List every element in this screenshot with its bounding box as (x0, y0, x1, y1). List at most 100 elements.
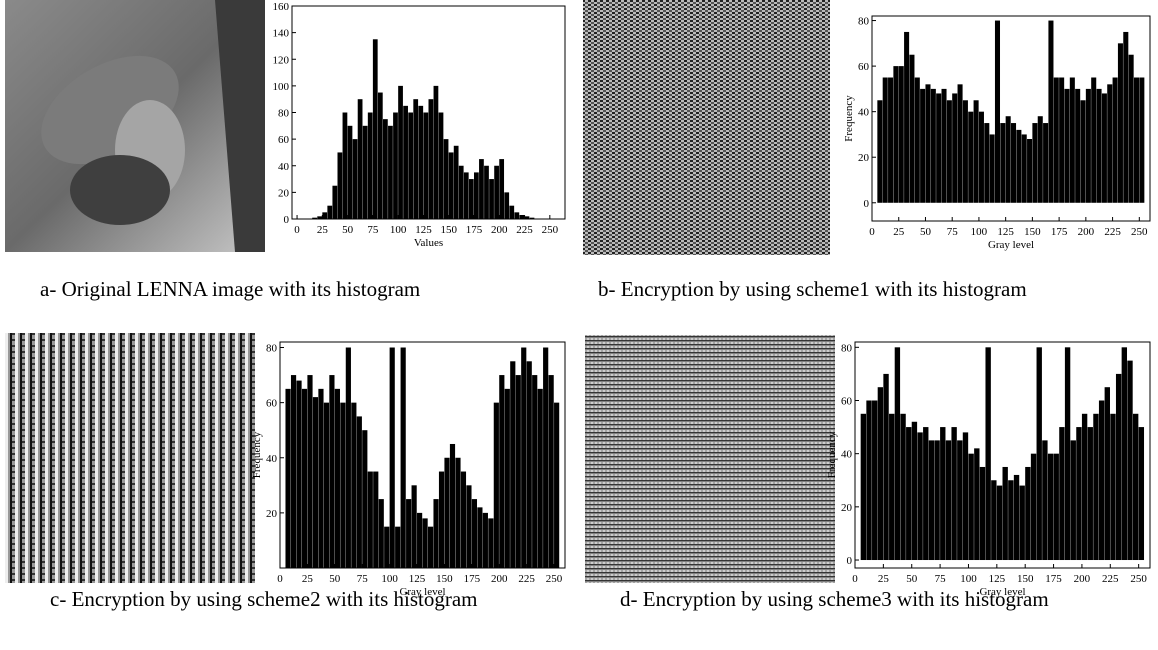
bar (444, 458, 449, 568)
bar (1037, 347, 1042, 560)
bar (1093, 414, 1098, 560)
bar (1016, 130, 1021, 203)
bar (527, 361, 532, 568)
x-tick-label: 50 (342, 224, 354, 236)
bar (520, 215, 525, 219)
bar (449, 152, 454, 219)
bar (488, 518, 493, 568)
bar (991, 480, 996, 560)
bar (1127, 361, 1132, 560)
x-tick-label: 125 (415, 224, 432, 236)
bar (936, 93, 941, 202)
x-tick-label: 25 (317, 224, 329, 236)
bar (408, 113, 413, 220)
bar (1139, 427, 1144, 560)
y-tick-label: 0 (284, 214, 290, 226)
bar (1025, 467, 1030, 560)
bar (912, 422, 917, 560)
bar (931, 89, 936, 203)
bar (980, 467, 985, 560)
y-tick-label: 80 (278, 108, 290, 120)
bar (1081, 100, 1086, 202)
bar (401, 348, 406, 568)
bar (444, 139, 449, 219)
bar (494, 166, 499, 219)
bar (418, 106, 423, 219)
bar (327, 206, 332, 219)
x-tick-label: 150 (440, 224, 457, 236)
x-tick-label: 225 (1104, 226, 1121, 238)
y-tick-label: 20 (841, 502, 853, 514)
bar (1071, 440, 1076, 560)
bar (469, 179, 474, 219)
bar (429, 99, 434, 219)
bar (1099, 400, 1104, 560)
bar (461, 472, 466, 568)
encrypted-image-1 (583, 0, 830, 255)
bar (1118, 43, 1123, 202)
bar (974, 448, 979, 560)
x-tick-label: 200 (491, 224, 508, 236)
y-tick-label: 140 (273, 28, 290, 40)
bar (433, 499, 438, 568)
bar (363, 126, 368, 219)
bar (358, 99, 363, 219)
bar (1123, 32, 1128, 203)
bar (968, 112, 973, 203)
bar (329, 375, 334, 568)
bar (450, 444, 455, 568)
bar (990, 134, 995, 202)
bar (1097, 89, 1102, 203)
y-tick-label: 40 (266, 453, 278, 465)
bar (1070, 78, 1075, 203)
bar (332, 186, 337, 219)
bar (406, 499, 411, 568)
bar (373, 39, 378, 219)
bar (338, 152, 343, 219)
bar (997, 486, 1002, 560)
x-tick-label: 175 (466, 224, 483, 236)
bar (343, 113, 348, 220)
bar (899, 66, 904, 203)
bar (494, 403, 499, 568)
bar (379, 499, 384, 568)
bar (499, 159, 504, 219)
x-tick-label: 175 (464, 573, 481, 585)
x-tick-label: 50 (329, 573, 341, 585)
bar (510, 361, 515, 568)
bar (454, 146, 459, 219)
bar (1091, 78, 1096, 203)
x-tick-label: 250 (1130, 573, 1147, 585)
bar (302, 389, 307, 568)
encrypted-image-3 (585, 335, 835, 583)
figure: 0204060801001201401600255075100125150175… (0, 0, 1158, 645)
encrypted-image-2 (5, 333, 255, 583)
bar (335, 389, 340, 568)
bar (1133, 414, 1138, 560)
x-axis-label: Values (414, 237, 443, 249)
bar (1011, 123, 1016, 203)
bar (1102, 93, 1107, 202)
bar (984, 123, 989, 203)
bar (940, 427, 945, 560)
bar (466, 485, 471, 568)
bar (538, 389, 543, 568)
bar (1043, 123, 1048, 203)
bar (1139, 78, 1144, 203)
bar (521, 348, 526, 568)
bar (883, 78, 888, 203)
bar (285, 389, 290, 568)
bar (346, 348, 351, 568)
bar (318, 389, 323, 568)
x-tick-label: 225 (1102, 573, 1119, 585)
bar (324, 403, 329, 568)
bar (889, 414, 894, 560)
bar (514, 212, 519, 219)
bar (951, 427, 956, 560)
y-tick-label: 40 (841, 449, 853, 461)
bar (1031, 454, 1036, 560)
y-tick-label: 60 (858, 61, 870, 73)
bar (532, 375, 537, 568)
caption: c- Encryption by using scheme2 with its … (50, 587, 478, 611)
bar (900, 414, 905, 560)
